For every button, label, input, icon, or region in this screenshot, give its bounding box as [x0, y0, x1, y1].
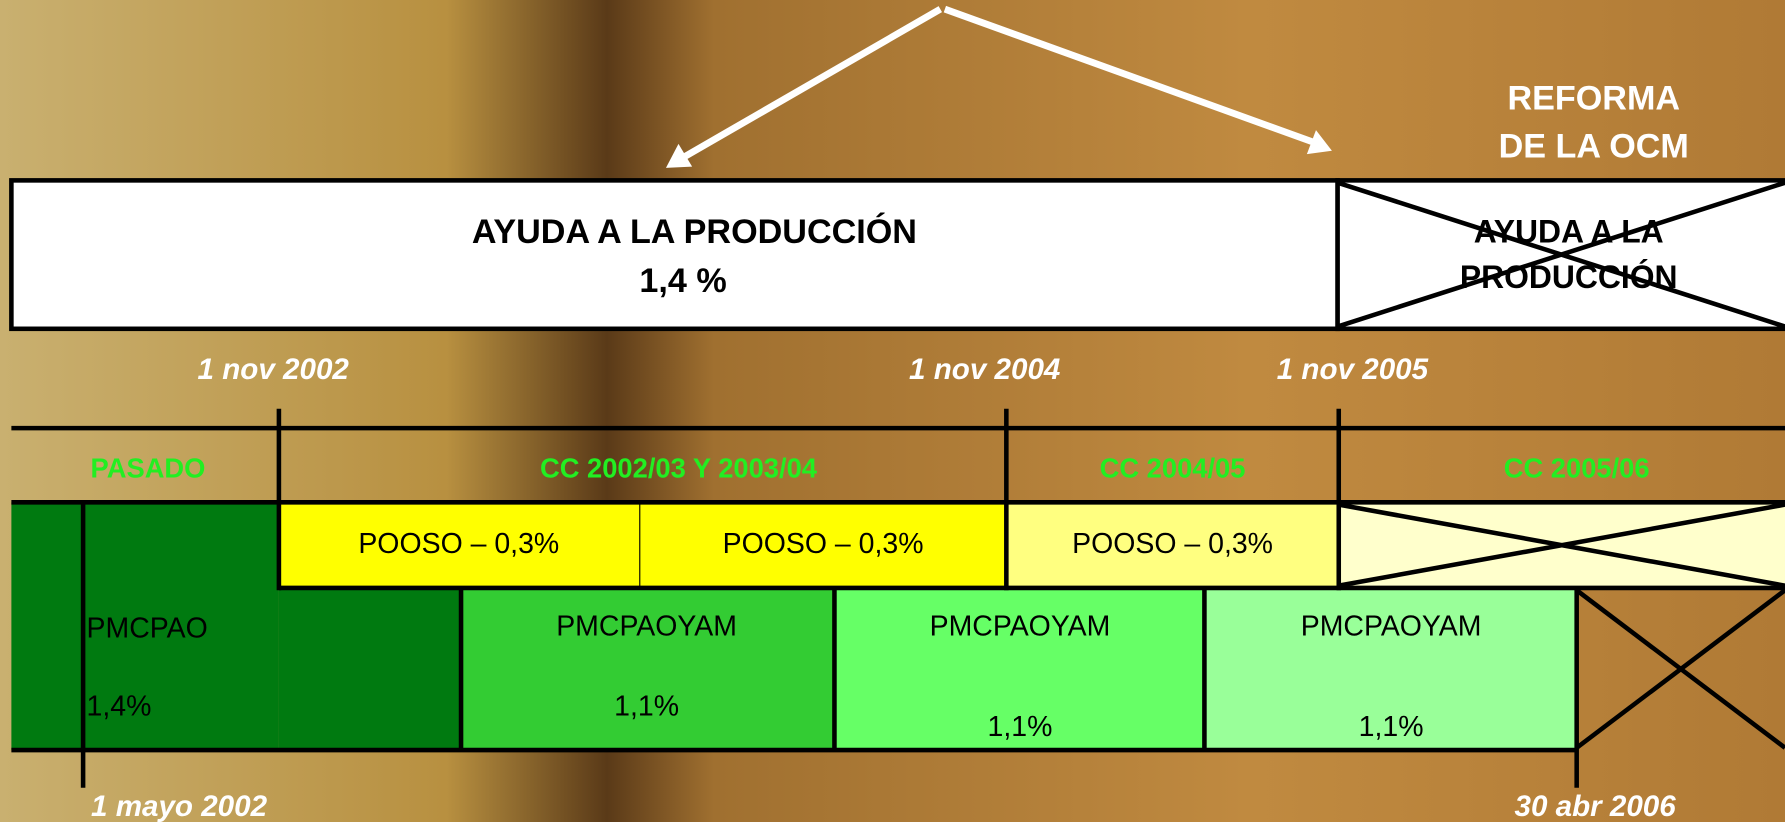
aid-name: PMCPAOYAM — [556, 610, 737, 642]
aid-value: 1,4% — [87, 690, 152, 722]
pooso-label: POOSO – 0,3% — [1072, 528, 1273, 560]
aid-value: 1,1% — [1359, 711, 1424, 743]
reform-title: REFORMA — [1507, 79, 1680, 117]
date-label: 1 nov 2004 — [909, 353, 1060, 386]
period-label: CC 2005/06 — [1504, 453, 1650, 484]
aid-name: PMCPAO — [87, 613, 208, 645]
pooso-label: POOSO – 0,3% — [723, 528, 924, 560]
aid-name: PMCPAOYAM — [1301, 610, 1482, 642]
period-label: CC 2002/03 Y 2003/04 — [540, 453, 818, 484]
period-label: PASADO — [91, 453, 206, 484]
page: {"header": {"title_lines": ["REFORMA", "… — [0, 0, 1785, 822]
aid-name: PMCPAOYAM — [930, 610, 1111, 642]
date-label: 1 nov 2002 — [198, 353, 350, 386]
pooso-label: POOSO – 0,3% — [358, 528, 559, 560]
bar-label: AYUDA A LA PRODUCCIÓN — [472, 211, 917, 251]
slide: REFORMA DE LA OCM AYUDA A LA PRODUCCIÓN … — [0, 0, 1785, 822]
aid-value: 1,1% — [614, 690, 679, 722]
date-label: 1 mayo 2002 — [91, 790, 268, 822]
bar-value: 1,4 % — [639, 262, 726, 300]
date-label: 1 nov 2005 — [1277, 353, 1429, 386]
reform-title: DE LA OCM — [1499, 127, 1689, 165]
date-label: 30 abr 2006 — [1515, 790, 1677, 822]
production-aid-bar — [11, 180, 1337, 328]
period-label: CC 2004/05 — [1100, 453, 1246, 484]
aid-value: 1,1% — [988, 711, 1053, 743]
